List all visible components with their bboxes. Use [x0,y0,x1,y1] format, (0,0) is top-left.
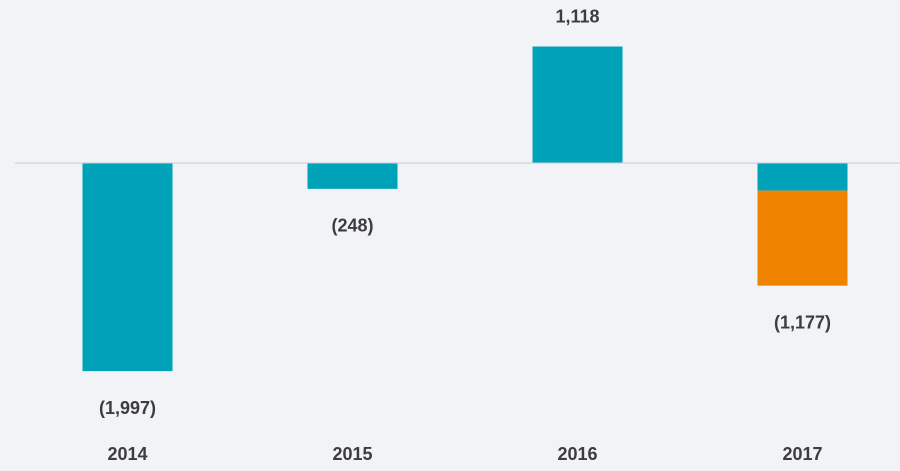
x-tick-label: 2017 [782,444,822,464]
bar [757,163,848,191]
bar [532,46,623,164]
bar [307,163,398,189]
data-label: 1,118 [555,6,599,26]
bar [757,190,848,286]
data-label: (248) [331,216,373,236]
x-tick-label: 2015 [332,444,372,464]
data-label: (1,177) [774,312,831,332]
x-tick-label: 2014 [107,444,147,464]
bar [82,163,173,372]
data-label: (1,997) [99,398,156,418]
x-tick-label: 2016 [557,444,597,464]
